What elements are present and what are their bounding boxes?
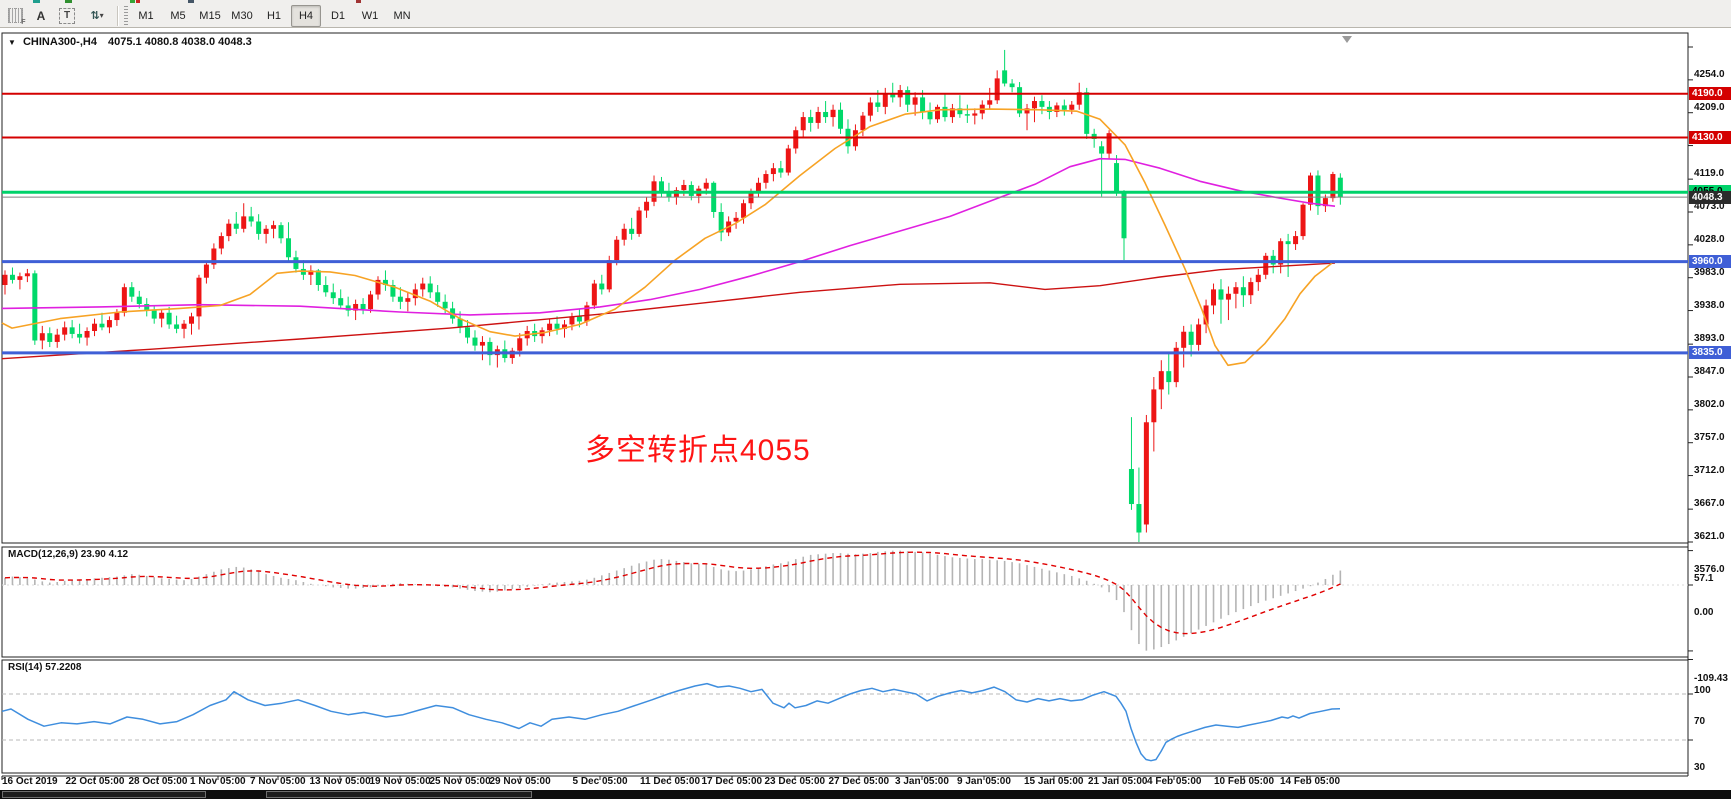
timeframe-button-M1[interactable]: M1: [138, 9, 154, 22]
chevron-down-icon: ▾: [99, 11, 104, 20]
date-label: 9 Jan 05:00: [957, 776, 1011, 787]
date-label: 7 Nov 05:00: [250, 776, 306, 787]
date-label: 14 Feb 05:00: [1280, 776, 1341, 787]
date-label: 11 Dec 05:00: [640, 776, 701, 787]
toolbar-drag-handle[interactable]: [124, 5, 128, 26]
cropped-icon-sliver: [33, 0, 40, 3]
text-box-tool-button[interactable]: T: [55, 5, 79, 27]
price-axis-label: 3847.0: [1694, 366, 1725, 378]
timeframe-button-MN[interactable]: MN: [393, 9, 411, 22]
rsi-axis-label: 100: [1694, 685, 1711, 696]
cropped-icon-sliver: [65, 0, 72, 3]
current-price-badge: 4048.3: [1689, 191, 1731, 205]
date-label: 29 Nov 05:00: [489, 776, 551, 787]
rsi-panel-frame: [1, 659, 1689, 774]
price-axis-label: 3667.0: [1694, 497, 1725, 509]
price-axis-label: 4209.0: [1694, 101, 1725, 113]
date-label: 3 Jan 05:00: [895, 776, 949, 787]
macd-signal-line: [4, 551, 1341, 635]
ma-magenta-line: [1, 157, 1336, 316]
timeframe-button-W1[interactable]: W1: [361, 9, 379, 22]
date-label: 21 Jan 05:00: [1088, 776, 1148, 787]
price-axis-label: 4073.0: [1694, 201, 1725, 213]
annotation-text: 多空转折点4055: [585, 434, 811, 467]
symbol-dropdown-arrow-icon[interactable]: ▼: [8, 38, 16, 47]
cropped-icon-sliver: [188, 0, 194, 3]
date-label: 28 Oct 05:00: [128, 776, 188, 787]
price-axis-label: 3802.0: [1694, 398, 1725, 410]
price-axis-label: 4254.0: [1694, 69, 1725, 80]
price-axis-label: 4028.0: [1694, 233, 1725, 245]
price-badge-4190.0: 4190.0: [1689, 86, 1731, 100]
date-label: 19 Nov 05:00: [369, 776, 431, 787]
chart-title: ▼ CHINA300-,H4 4075.1 4080.8 4038.0 4048…: [8, 36, 252, 48]
macd-axis-label: 57.1: [1694, 572, 1714, 584]
cropped-icon-sliver: [130, 0, 135, 3]
price-axis-label: 4119.0: [1694, 167, 1725, 179]
rsi-axis-label: 30: [1694, 762, 1706, 773]
date-label: 22 Oct 05:00: [65, 776, 125, 787]
price-axis-label: 3576.0: [1694, 563, 1725, 575]
ma-orange-line: [1, 108, 1333, 367]
timeframe-button-D1[interactable]: D1: [330, 9, 346, 22]
price-badge-3960.0: 3960.0: [1689, 254, 1731, 268]
snap-grid-button[interactable]: F: [3, 5, 27, 27]
price-axis-label: 3983.0: [1694, 266, 1725, 278]
date-label: 16 Oct 2019: [2, 776, 58, 787]
date-label: 10 Feb 05:00: [1214, 776, 1275, 787]
top-toolbar: F A T ⇅ ▾ M1 M5 M15 M30 H1 H4 D1 W1 MN: [0, 0, 1731, 28]
toolbar-separator: [117, 5, 119, 26]
macd-axis-label: -109.43: [1694, 672, 1728, 684]
macd-histogram: [4, 550, 1342, 651]
ma-red-line: [1, 262, 1336, 360]
date-label: 5 Dec 05:00: [572, 776, 628, 787]
date-label: 1 Nov 05:00: [190, 776, 246, 787]
chart-shift-marker-icon: [1342, 36, 1352, 43]
cropped-icon-sliver: [356, 0, 361, 3]
arrows-tool-button[interactable]: ⇅ ▾: [81, 5, 113, 27]
rsi-indicator-label: RSI(14) 57.2208: [8, 662, 82, 673]
price-axis-label: 3712.0: [1694, 464, 1725, 476]
date-label: 25 Nov 05:00: [429, 776, 491, 787]
timeframe-button-M30[interactable]: M30: [231, 9, 253, 22]
date-label: 15 Jan 05:00: [1024, 776, 1084, 787]
rsi-axis-label: 70: [1694, 716, 1706, 727]
double-arrow-icon: ⇅: [90, 10, 99, 22]
chart-window: 4254.04209.04164.04119.04073.04028.03983…: [0, 28, 1731, 790]
date-label: 27 Dec 05:00: [828, 776, 890, 787]
price-badge-3835.0: 3835.0: [1689, 345, 1731, 359]
date-label: 17 Dec 05:00: [701, 776, 763, 787]
timeframe-button-H1[interactable]: H1: [266, 9, 282, 22]
grid-dots-icon: F: [7, 8, 26, 26]
chart-symbol: CHINA300-,H4: [22, 36, 97, 48]
macd-axis-label: 0.00: [1694, 607, 1714, 618]
cropped-icon-sliver: [136, 0, 140, 3]
bottom-window-strip: [0, 790, 1731, 799]
price-axis-label: 3621.0: [1694, 531, 1725, 543]
macd-panel-frame: [1, 546, 1689, 658]
text-box-icon: T: [59, 7, 75, 24]
rsi-line: [1, 682, 1341, 762]
date-label: 13 Nov 05:00: [309, 776, 371, 787]
candles-layer: [2, 49, 1343, 542]
bottom-window-tab[interactable]: [2, 791, 206, 798]
font-tool-button[interactable]: A: [36, 8, 46, 23]
date-label: 23 Dec 05:00: [764, 776, 826, 787]
price-axis-label: 3893.0: [1694, 332, 1725, 344]
macd-indicator-label: MACD(12,26,9) 23.90 4.12: [8, 549, 129, 560]
bottom-window-tab[interactable]: [266, 791, 532, 798]
date-label: 4 Feb 05:00: [1147, 776, 1202, 787]
chart-ohlc-values: 4075.1 4080.8 4038.0 4048.3: [108, 36, 252, 48]
price-axis-label: 3938.0: [1694, 299, 1725, 311]
price-axis-label: 3757.0: [1694, 431, 1725, 443]
price-badge-4130.0: 4130.0: [1689, 130, 1731, 144]
timeframe-button-M5[interactable]: M5: [170, 9, 186, 22]
timeframe-button-M15[interactable]: M15: [199, 9, 221, 22]
timeframe-button-H4[interactable]: H4: [291, 4, 321, 27]
